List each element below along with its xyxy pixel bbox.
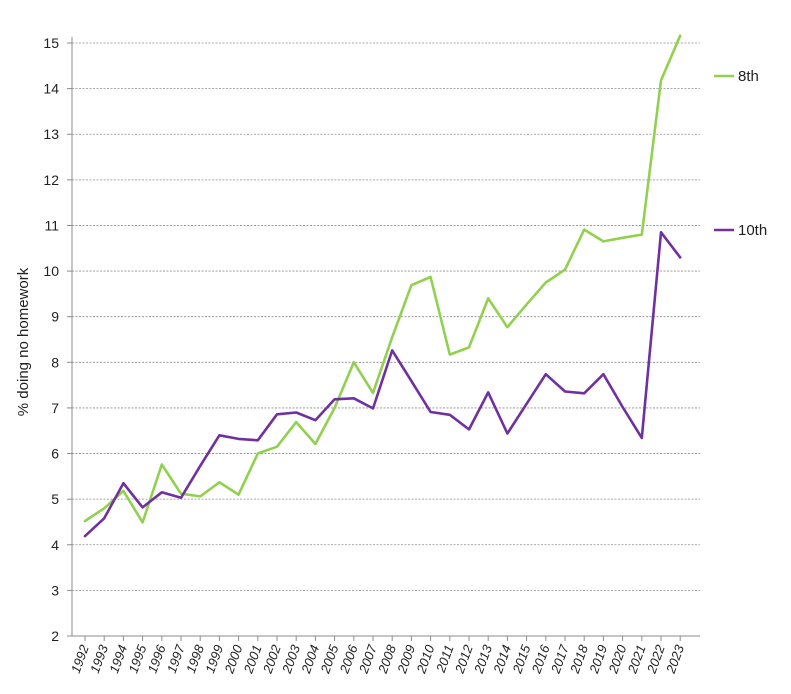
axes <box>67 37 700 641</box>
y-tick-label-4: 4 <box>51 537 59 553</box>
x-tick-labels: 1992199319941995199619971998199920002001… <box>68 642 687 676</box>
y-tick-label-14: 14 <box>43 81 59 97</box>
y-tick-labels: 2 3 4 5 6 7 8 9 10 11 12 13 14 15 <box>43 35 59 644</box>
y-tick-label-9: 9 <box>51 309 59 325</box>
series-lines <box>83 34 682 538</box>
y-tick-label-3: 3 <box>51 582 59 598</box>
x-tick-label-2010: 2010 <box>413 642 438 676</box>
y-tick-label-11: 11 <box>44 217 59 233</box>
legend-label-10th: 10th <box>738 222 767 239</box>
y-tick-label-15: 15 <box>43 35 59 51</box>
y-axis-label: % doing no homework <box>15 267 32 416</box>
series-line-8th <box>83 34 682 524</box>
gridlines <box>72 42 700 591</box>
series-line-10th <box>83 231 682 538</box>
legend-label-8th: 8th <box>738 68 759 85</box>
y-tick-label-7: 7 <box>51 400 59 416</box>
x-tick-label-2023: 2023 <box>663 642 688 676</box>
y-tick-label-10: 10 <box>43 263 59 279</box>
y-tick-label-13: 13 <box>43 126 59 142</box>
y-tick-label-12: 12 <box>43 172 59 188</box>
y-tick-label-8: 8 <box>51 354 59 370</box>
y-tick-label-5: 5 <box>51 491 59 507</box>
legend: 8th 10th <box>714 68 767 239</box>
y-tick-label-6: 6 <box>51 446 59 462</box>
y-tick-label-2: 2 <box>51 628 59 644</box>
